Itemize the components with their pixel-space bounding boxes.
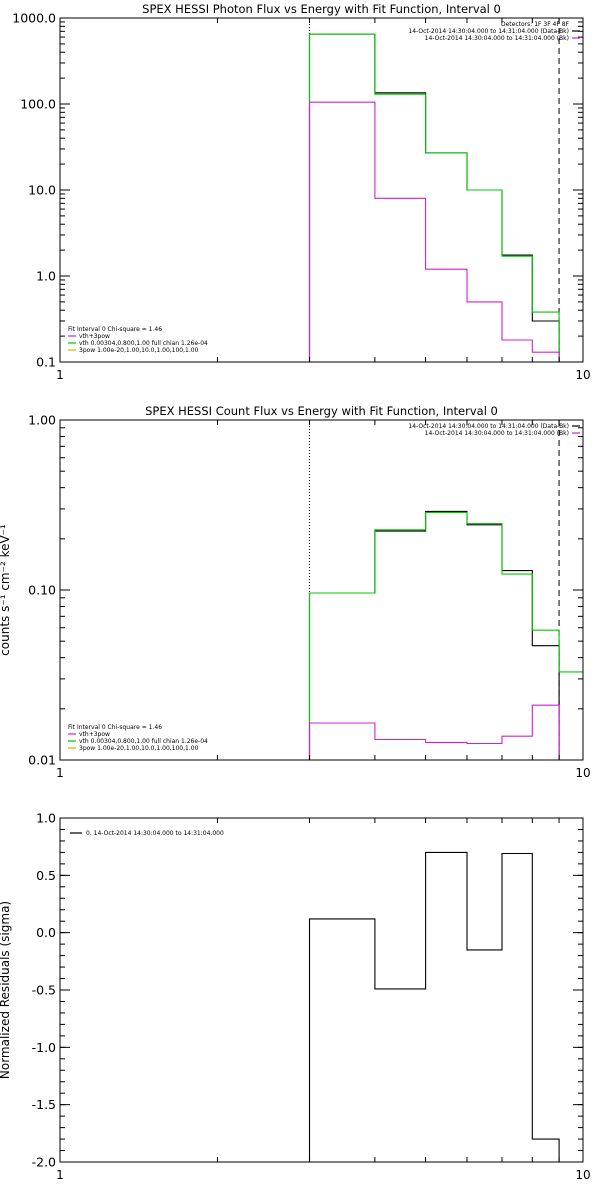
x-tick-label: 1 [56, 368, 64, 382]
series-line-1 [308, 851, 560, 1162]
legend-entry: Fit Interval 0 Chi-square = 1.46 [68, 326, 162, 333]
series-line-2 [308, 33, 560, 362]
y-tick-label: -1.0 [32, 1040, 56, 1055]
axes-frame [59, 17, 584, 363]
plot-data-group [308, 18, 560, 362]
y-axis-label: Normalized Residuals (sigma) [0, 901, 12, 1079]
series-line-1 [308, 33, 560, 362]
y-tick-label: 0.1 [36, 355, 56, 370]
chart-panel-3: Normalized Residuals (sigma) 1 10 1.0 0.5 0.0… [0, 811, 591, 1183]
legend-entry: Detectors: 1F 3F 4F 8F [501, 21, 570, 28]
chart-panel-1: SPEX HESSI Photon Flux vs Energy with Fi… [12, 2, 590, 382]
legend-entry: vth 0.00304,0.800,1.00 full chian 1.26e-… [79, 738, 208, 745]
axes-frame [59, 419, 584, 761]
legend-entry: 3pow 1.00e-20,1.00,10.0,1.00,100,1.00 [79, 745, 199, 752]
y-tick-label: 100.0 [20, 97, 56, 112]
legend-entry: vth+3pow [79, 333, 110, 340]
plot-data-group [308, 851, 560, 1162]
y-tick-label: -0.5 [32, 983, 56, 998]
x-tick-label: 1 [56, 1168, 64, 1182]
y-tick-label: -2.0 [32, 1155, 56, 1170]
y-tick-label: 1.0 [36, 811, 56, 826]
chart-title: SPEX HESSI Photon Flux vs Energy with Fi… [142, 2, 501, 16]
x-tick-label: 10 [575, 1168, 590, 1182]
series-line-2 [308, 511, 583, 760]
series-line-3 [308, 704, 560, 760]
y-tick-label: 0.0 [36, 925, 56, 940]
y-tick-label: -1.5 [32, 1097, 56, 1112]
y-tick-label: 0.01 [28, 753, 56, 768]
legend-entry: 14-Oct-2014 14:30:04.000 to 14:31:04.000… [425, 430, 569, 437]
legend-entry: 14-Oct-2014 14:30:04.000 to 14:31:04.000… [425, 35, 569, 42]
axes-frame [59, 817, 584, 1163]
x-tick-label: 10 [575, 368, 590, 382]
legend-entry: 0. 14-Oct-2014 14:30:04.000 to 14:31:04.… [86, 830, 224, 837]
legend-entry: 3pow 1.00e-20,1.00,10.0,1.00,100,1.00 [79, 347, 199, 354]
y-tick-label: 10.0 [28, 183, 56, 198]
y-tick-label: 1000.0 [12, 11, 56, 26]
x-tick-label: 10 [575, 766, 590, 780]
legend-entry: 14-Oct-2014 14:30:04.000 to 14:31:04.000… [408, 28, 569, 35]
chart-panel-2: SPEX HESSI Count Flux vs Energy with Fit… [0, 404, 591, 780]
legend-entry: 14-Oct-2014 14:30:04.000 to 14:31:04.000… [408, 423, 569, 430]
y-tick-label: 0.10 [28, 583, 56, 598]
legend-entry: Fit Interval 0 Chi-square = 1.46 [68, 724, 162, 731]
series-line-3 [308, 101, 560, 362]
y-tick-label: 1.00 [28, 413, 56, 428]
y-tick-label: 1.0 [36, 269, 56, 284]
x-tick-label: 1 [56, 766, 64, 780]
legend-entry: vth+3pow [79, 731, 110, 738]
plot-data-group [308, 420, 583, 760]
chart-title: SPEX HESSI Count Flux vs Energy with Fit… [145, 404, 498, 418]
y-tick-label: 0.5 [36, 868, 56, 883]
legend-entry: vth 0.00304,0.800,1.00 full chian 1.26e-… [79, 340, 208, 347]
y-axis-label: counts s⁻¹ cm⁻² keV⁻¹ [0, 524, 12, 656]
